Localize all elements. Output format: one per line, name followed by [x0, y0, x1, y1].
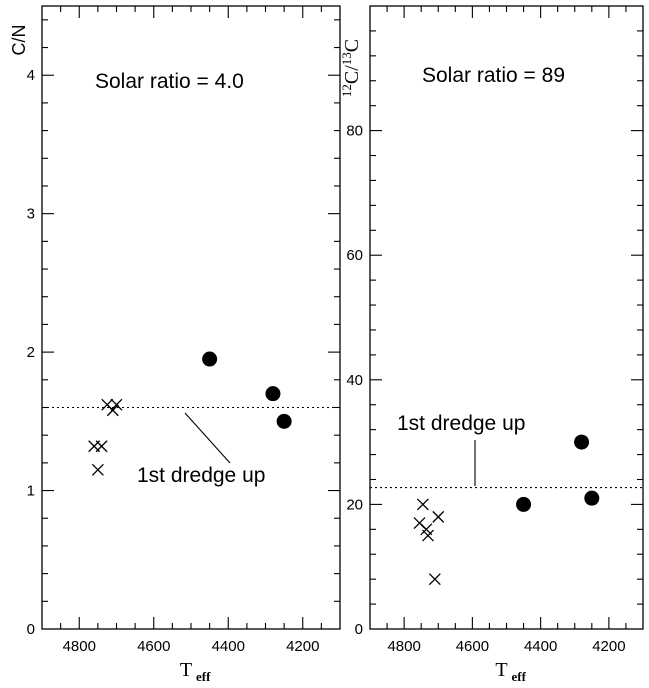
cross-stroke: [432, 510, 445, 523]
panel-cn-ratio: 4800 4600 4400 4200 0 1 2 3 4 T eff C/N Solar ratio …: [9, 5, 341, 684]
data-point-circle: [584, 490, 600, 506]
x-axis-title: T: [495, 659, 507, 681]
data-point-cross: [432, 510, 445, 523]
y-tick-label: 40: [346, 372, 363, 389]
solar-ratio-note: Solar ratio = 89: [422, 64, 565, 87]
data-point-cross: [95, 440, 108, 453]
plot-frame: [41, 5, 341, 630]
cross-stroke: [413, 517, 426, 530]
cross-stroke: [106, 404, 119, 417]
data-point-cross: [416, 498, 429, 511]
y-axis-title: 12C/13C: [339, 39, 364, 97]
cross-stroke: [428, 573, 441, 586]
data-point-cross: [106, 404, 119, 417]
data-point-circle: [265, 386, 281, 402]
data-point-cross: [91, 463, 104, 476]
data-point-circle: [574, 434, 590, 450]
y-tick-label: 60: [346, 247, 363, 264]
x-tick-label: 4800: [387, 638, 420, 655]
data-point-circle: [276, 413, 292, 429]
y-tick-label: 4: [27, 67, 35, 84]
dredge-up-label: 1st dredge up: [137, 464, 265, 487]
cross-stroke: [420, 523, 433, 536]
solar-ratio-note: Solar ratio = 4.0: [95, 70, 244, 93]
cross-stroke: [416, 498, 429, 511]
dredge-up-label: 1st dredge up: [397, 412, 525, 435]
y-tick-label: 1: [27, 483, 35, 500]
x-tick-label: 4400: [212, 638, 245, 655]
x-tick-label: 4600: [456, 638, 489, 655]
y-tick-label: 80: [346, 123, 363, 140]
dredge-up-leader: [184, 412, 231, 464]
x-tick-label: 4800: [63, 638, 96, 655]
x-axis-subscript: eff: [512, 669, 527, 684]
y-tick-label: 3: [27, 206, 35, 223]
x-tick-label: 4200: [286, 638, 319, 655]
data-point-cross: [110, 398, 123, 411]
cross-stroke: [422, 529, 434, 542]
y-tick-label: 2: [27, 344, 35, 361]
x-tick-label: 4600: [137, 638, 170, 655]
y-tick-label: 20: [346, 496, 363, 513]
cross-stroke: [110, 398, 123, 411]
x-axis-title: T: [180, 659, 192, 681]
data-point-cross: [422, 529, 434, 542]
cross-stroke: [91, 463, 104, 476]
y-tick-label: 0: [27, 621, 35, 638]
panel-carbon-isotope-ratio: 4800 4600 4400 4200 0 20 40 60 80 T eff 12C/13C Sola…: [339, 5, 644, 684]
x-tick-label: 4200: [592, 638, 625, 655]
x-axis-subscript: eff: [196, 669, 211, 684]
y-tick-label: 0: [355, 621, 363, 638]
x-tick-label: 4400: [524, 638, 557, 655]
data-point-circle: [516, 496, 532, 512]
data-point-circle: [202, 351, 218, 367]
data-point-cross: [428, 573, 441, 586]
y-axis-title: C/N: [9, 25, 29, 56]
cross-stroke: [101, 398, 114, 411]
cross-stroke: [95, 440, 108, 453]
plot-frame: [369, 5, 644, 630]
